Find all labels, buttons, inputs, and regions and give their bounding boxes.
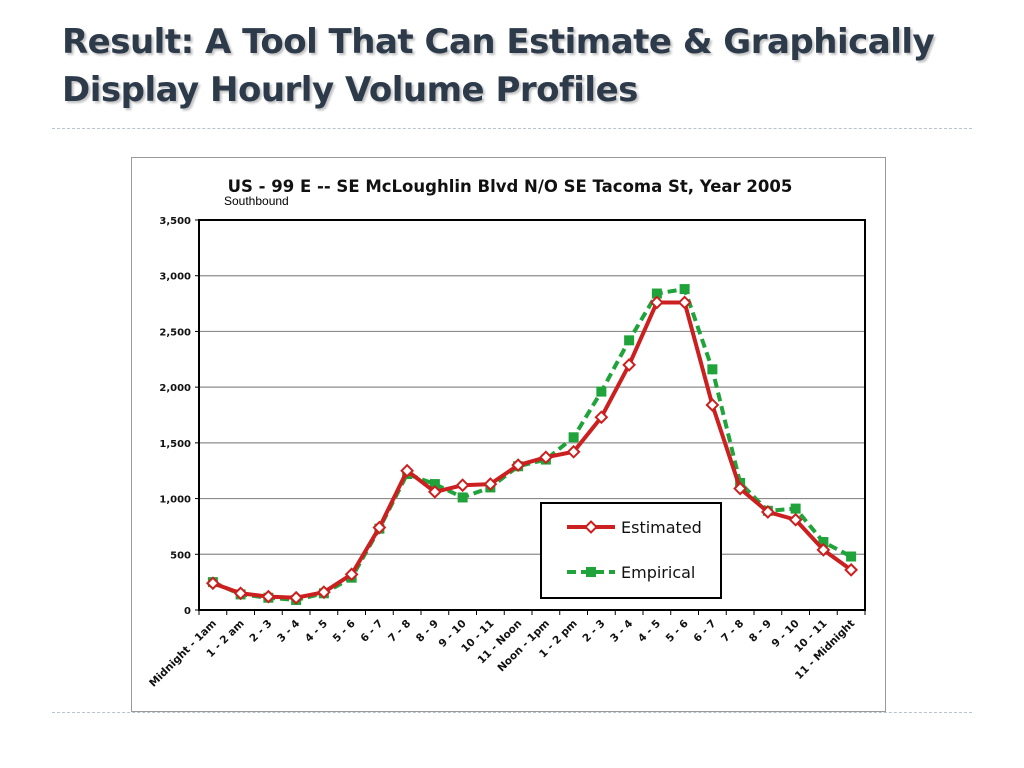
data-point-estimated bbox=[233, 586, 248, 601]
data-point-estimated bbox=[788, 512, 803, 527]
chart-legend: Estimated Empirical bbox=[540, 502, 722, 599]
data-point-estimated bbox=[316, 585, 331, 600]
plot-area-border bbox=[198, 219, 866, 611]
x-tick-label: 5 - 6 bbox=[331, 618, 358, 645]
y-tick-label: 500 bbox=[170, 550, 191, 561]
x-tick-label: 3 - 4 bbox=[608, 618, 635, 645]
chart-frame: US - 99 E -- SE McLoughlin Blvd N/O SE T… bbox=[131, 157, 886, 712]
series-estimated bbox=[205, 295, 859, 605]
chart-title: US - 99 E -- SE McLoughlin Blvd N/O SE T… bbox=[228, 177, 793, 196]
x-tick-label: 3 - 4 bbox=[275, 618, 302, 645]
y-tick-label: 3,500 bbox=[159, 216, 191, 227]
x-tick-label: 7 - 8 bbox=[719, 618, 746, 645]
data-point-estimated bbox=[844, 562, 859, 577]
data-point-estimated bbox=[511, 458, 526, 473]
series-layer bbox=[205, 284, 859, 605]
y-axis: 0 500 1,000 1,500 2,000 2,500 3,000 3,500 bbox=[159, 216, 199, 617]
data-point-estimated bbox=[289, 590, 304, 605]
x-tick-label: 4 - 5 bbox=[303, 618, 330, 645]
data-point-estimated bbox=[705, 398, 720, 412]
data-point-estimated bbox=[622, 357, 637, 372]
data-point-estimated bbox=[816, 542, 831, 557]
legend-box bbox=[540, 502, 722, 599]
data-point-estimated bbox=[455, 478, 470, 493]
slide-title-line-2: Display Hourly Volume Profiles bbox=[62, 70, 638, 110]
top-divider bbox=[52, 128, 972, 129]
data-point-empirical bbox=[679, 284, 690, 295]
data-point-estimated bbox=[261, 589, 276, 604]
data-point-empirical bbox=[790, 503, 801, 514]
y-tick-label: 2,500 bbox=[159, 327, 191, 338]
legend-label-estimated: Estimated bbox=[621, 518, 702, 537]
legend-marker-estimated bbox=[584, 520, 598, 534]
slide-title: Result: A Tool That Can Estimate & Graph… bbox=[62, 18, 992, 114]
x-tick-label: 4 - 5 bbox=[636, 618, 663, 645]
slide-title-line-1: Result: A Tool That Can Estimate & Graph… bbox=[62, 22, 935, 62]
series-line-estimated bbox=[212, 300, 853, 600]
data-point-estimated bbox=[760, 505, 775, 519]
data-point-empirical bbox=[596, 386, 607, 397]
x-tick-label: 2 - 3 bbox=[247, 618, 274, 645]
bottom-divider bbox=[52, 712, 972, 713]
data-point-estimated bbox=[483, 477, 498, 491]
data-point-empirical bbox=[457, 492, 468, 503]
hourly-volume-chart: US - 99 E -- SE McLoughlin Blvd N/O SE T… bbox=[147, 177, 866, 690]
data-point-estimated bbox=[205, 576, 220, 591]
data-point-estimated bbox=[427, 484, 442, 499]
y-tick-label: 0 bbox=[184, 606, 191, 617]
x-tick-label: 2 - 3 bbox=[580, 618, 607, 645]
gridlines bbox=[198, 219, 866, 611]
series-empirical bbox=[207, 284, 857, 605]
x-tick-label: 6 - 7 bbox=[691, 618, 718, 645]
y-tick-label: 3,000 bbox=[159, 272, 191, 283]
data-point-estimated bbox=[733, 481, 748, 496]
data-point-empirical bbox=[624, 335, 635, 346]
legend-label-empirical: Empirical bbox=[621, 563, 695, 582]
data-point-empirical bbox=[846, 551, 857, 562]
data-point-estimated bbox=[400, 463, 415, 478]
series-line-empirical bbox=[212, 287, 853, 602]
data-point-estimated bbox=[538, 450, 553, 465]
x-tick-label: 7 - 8 bbox=[386, 618, 413, 645]
y-tick-label: 1,500 bbox=[159, 439, 191, 450]
y-tick-label: 1,000 bbox=[159, 495, 191, 506]
x-tick-label: 6 - 7 bbox=[358, 618, 385, 645]
chart-subtitle: Southbound bbox=[224, 194, 289, 208]
data-point-estimated bbox=[372, 520, 387, 535]
legend-marker-empirical bbox=[586, 567, 596, 577]
data-point-estimated bbox=[649, 295, 664, 310]
data-point-empirical bbox=[707, 364, 718, 375]
data-point-estimated bbox=[594, 410, 609, 425]
data-point-estimated bbox=[566, 444, 581, 459]
y-tick-label: 2,000 bbox=[159, 383, 191, 394]
data-point-empirical bbox=[568, 432, 579, 443]
data-point-estimated bbox=[344, 567, 359, 582]
data-point-estimated bbox=[677, 295, 692, 310]
x-tick-label: 5 - 6 bbox=[664, 618, 691, 645]
